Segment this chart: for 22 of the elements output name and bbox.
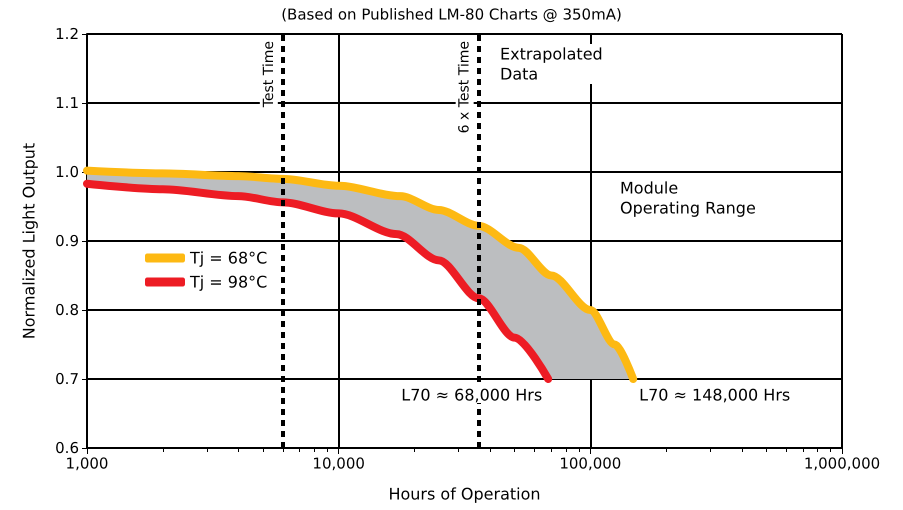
x-tick-label: 100,000 xyxy=(559,454,622,472)
ref-line-label: 6 x Test Time xyxy=(456,41,473,134)
annotation: L70 ≈ 148,000 Hrs xyxy=(639,386,790,404)
y-axis-title: Normalized Light Output xyxy=(20,142,38,340)
y-tick-label: 1.2 xyxy=(55,25,79,43)
ref-line-label: Test Time xyxy=(260,41,277,108)
annotation: Module Operating Range xyxy=(620,178,756,218)
legend-label: Tj = 68°C xyxy=(189,248,268,268)
x-tick-label: 1,000 xyxy=(66,454,108,472)
legend-label: Tj = 98°C xyxy=(189,272,268,292)
y-tick-label: 0.6 xyxy=(55,439,79,457)
annotation: L70 ≈ 68,000 Hrs xyxy=(401,386,542,404)
y-tick-label: 0.7 xyxy=(55,370,79,388)
x-tick-label: 1,000,000 xyxy=(804,454,880,472)
y-tick-label: 1.1 xyxy=(55,94,79,112)
annotation: Extrapolated Data xyxy=(500,44,603,84)
x-tick-label: 10,000 xyxy=(312,454,365,472)
y-tick-label: 0.9 xyxy=(55,232,79,250)
y-tick-label: 0.8 xyxy=(55,301,79,319)
y-tick-label: 1.0 xyxy=(55,163,79,181)
x-axis-title: Hours of Operation xyxy=(388,484,541,504)
chart-subtitle: (Based on Published LM-80 Charts @ 350mA) xyxy=(281,6,622,24)
